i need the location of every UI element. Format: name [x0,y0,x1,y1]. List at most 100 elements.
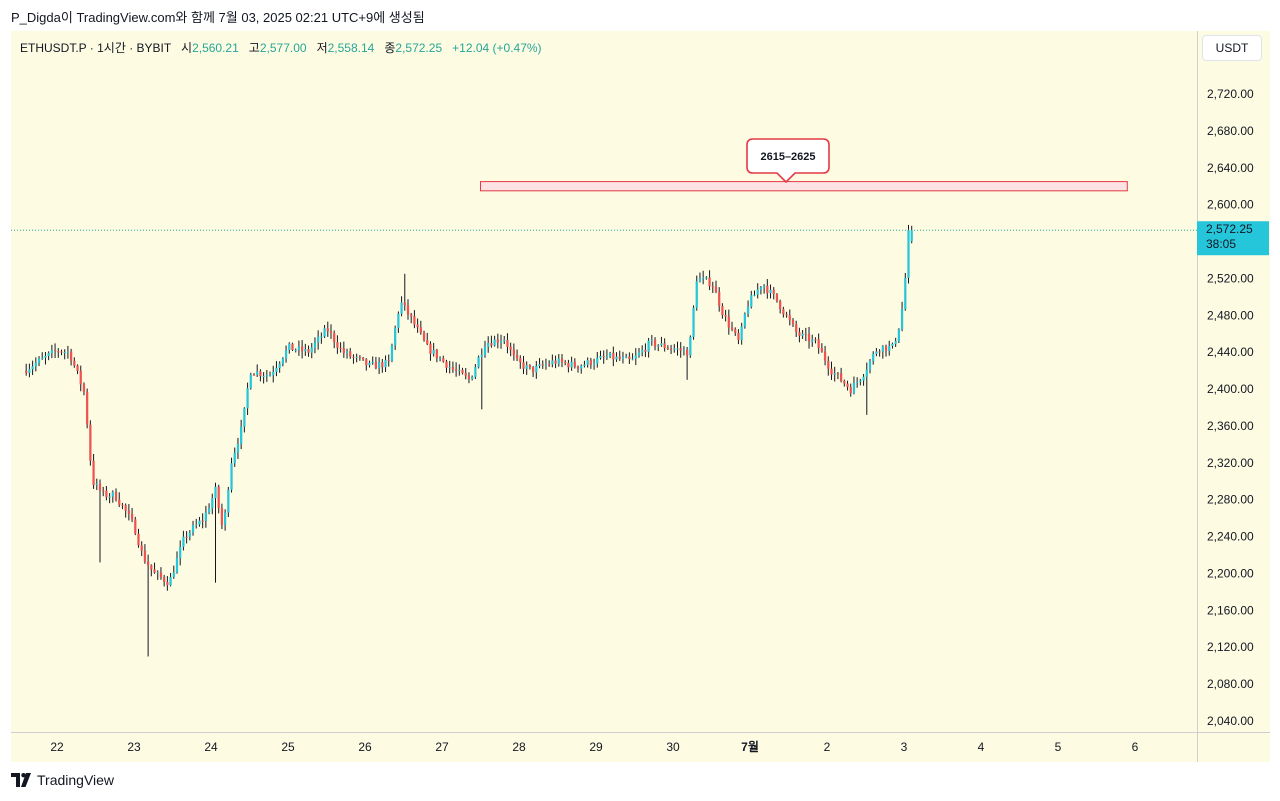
candle [272,365,275,383]
candle-body [111,491,114,497]
candle-body [195,524,198,526]
candle-body [249,374,252,389]
candle-body [124,505,127,511]
candle-body [474,367,477,377]
candle [548,360,551,367]
candle-body [650,339,653,341]
candle [830,361,833,380]
candle [400,296,403,317]
candle [317,330,320,350]
candle [284,345,288,363]
chart-area[interactable] [11,31,1197,732]
candle-body [721,305,724,316]
candle-body [483,346,487,355]
candle [381,358,384,373]
candle [419,320,422,335]
candle [487,336,490,353]
candle [326,321,329,337]
candle [111,490,114,503]
candle [788,309,791,326]
candle [602,350,605,364]
candle-body [66,351,70,353]
resistance-zone[interactable] [480,181,1128,192]
candle [833,366,836,382]
candle-body [746,306,750,314]
candle-body [69,351,73,361]
candle [621,351,625,364]
y-tick-label: 2,520.00 [1207,271,1254,285]
candle-body [448,367,451,369]
candle [676,341,679,356]
candle [512,343,515,361]
candle-body [698,278,702,282]
candle-body [714,286,718,293]
candle-body [592,363,596,366]
candle-body [859,380,862,382]
candle-body [888,346,891,351]
candle-body [843,380,846,384]
candle-body [557,358,560,364]
candle [769,284,772,299]
candle [422,330,426,342]
price-axis[interactable] [1197,31,1270,732]
candle [121,502,124,510]
candle-body [291,343,294,351]
candle [718,287,721,312]
candle [37,356,41,367]
candle [705,276,708,280]
candle [252,373,256,376]
candle-body [535,365,538,373]
x-tick-label: 4 [978,740,985,754]
zone-callout[interactable] [746,138,830,184]
candle [868,358,872,374]
currency-button[interactable]: USDT [1202,35,1262,61]
y-tick-label: 2,360.00 [1207,419,1254,433]
candle-body [756,289,759,295]
candle [839,367,843,383]
candle-body [692,307,695,338]
candle-body [233,452,236,464]
candle [605,349,609,360]
candle [159,567,163,580]
candle-body [156,572,159,574]
candle [509,342,512,357]
candle [480,348,483,410]
candle [801,330,804,339]
candle-body [496,339,499,343]
tradingview-logo[interactable]: TradingView [11,772,114,788]
y-tick-label: 2,400.00 [1207,382,1254,396]
candle [753,290,756,297]
candle [92,453,95,489]
candle [175,551,179,574]
candle [41,352,44,360]
candle-body [676,348,679,350]
candle [900,301,904,332]
candle [554,355,557,369]
candle [535,361,538,379]
candle [435,348,438,363]
candle [772,287,775,300]
candle-body [355,356,358,358]
candle-body [159,572,163,578]
candle [374,356,378,370]
candle [483,340,487,358]
candle-body [538,364,541,366]
candle [477,355,480,369]
candle-body [371,361,374,363]
x-tick-label: 22 [50,740,64,754]
candle-body [387,359,390,361]
candle-body [608,353,612,357]
candle [493,335,496,347]
candle-body [666,347,669,349]
candle-body [663,343,666,348]
candle [759,285,763,295]
candle [544,358,548,370]
candle-body [41,357,44,359]
candle-body [817,339,820,349]
candle [698,272,702,283]
time-axis[interactable] [11,732,1197,762]
candle-body [243,408,246,427]
candle-body [179,546,182,559]
candle [522,355,525,374]
